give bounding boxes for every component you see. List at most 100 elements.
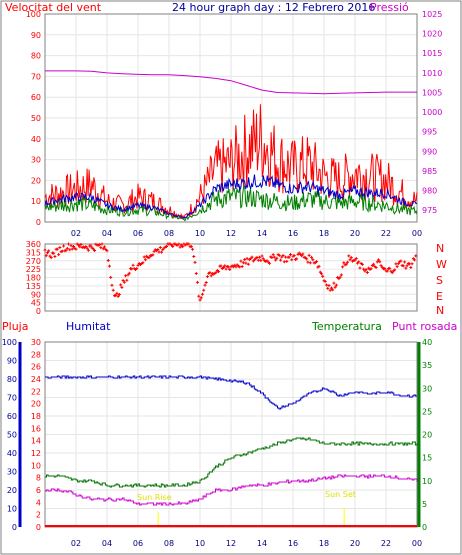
low-series-line xyxy=(45,375,417,410)
dir-point xyxy=(365,271,369,275)
dir-tick-label: 270 xyxy=(26,257,41,266)
dir-tick-label: 180 xyxy=(26,274,41,283)
dir-point xyxy=(280,255,284,259)
dir-point xyxy=(410,262,414,266)
wind-tick-label: 80 xyxy=(31,52,41,61)
dir-point xyxy=(122,280,126,284)
dir-point xyxy=(292,254,296,258)
temp-tick-label: 15 xyxy=(422,454,432,463)
humidity-tick-label: 100 xyxy=(2,338,17,347)
dir-point xyxy=(84,244,88,248)
dir-point xyxy=(115,291,119,295)
dir-point xyxy=(239,259,243,263)
sunrise-annotation: Sun Rise xyxy=(137,493,172,502)
dir-point xyxy=(101,247,105,251)
dir-point xyxy=(310,255,314,259)
dir-point xyxy=(120,285,124,289)
low-series-line xyxy=(45,474,418,506)
dir-point xyxy=(307,253,311,257)
humidity-tick-label: 80 xyxy=(7,375,17,384)
dir-point xyxy=(354,257,358,261)
dir-point xyxy=(258,255,262,259)
dir-point xyxy=(329,286,333,290)
top-x-tick-label: 02 xyxy=(71,229,81,238)
humidity-tick-label: 0 xyxy=(12,523,17,532)
dir-point xyxy=(297,251,301,255)
dir-point xyxy=(399,259,403,263)
dir-point xyxy=(78,245,82,249)
dir-point xyxy=(379,264,383,268)
dir-point xyxy=(62,244,66,248)
dir-point xyxy=(158,246,162,250)
dir-point xyxy=(344,262,348,266)
humidity-label: Humitat xyxy=(66,320,111,333)
top-x-tick-label: 10 xyxy=(195,229,205,238)
low-x-tick-label: 12 xyxy=(226,539,236,548)
wind-tick-label: 50 xyxy=(31,114,41,123)
dir-point xyxy=(270,256,274,260)
top-x-tick-label: 16 xyxy=(288,229,298,238)
pressure-tick-label: 990 xyxy=(422,147,437,156)
dir-point xyxy=(240,265,244,269)
top-x-tick-label: 08 xyxy=(164,229,174,238)
low-x-tick-label: 06 xyxy=(133,539,143,548)
dir-point xyxy=(315,260,319,264)
dir-point xyxy=(107,264,111,268)
dir-tick-label: 45 xyxy=(31,299,41,308)
dir-point xyxy=(277,253,281,257)
pressure-tick-label: 1010 xyxy=(422,69,442,78)
dir-point xyxy=(414,254,418,258)
dir-point xyxy=(125,278,129,282)
humidity-tick-label: 60 xyxy=(7,412,17,421)
low-series-line xyxy=(45,437,418,488)
dir-point xyxy=(260,254,264,258)
temperature-label: Temperatura xyxy=(311,320,382,333)
dir-point xyxy=(342,261,346,265)
dir-point xyxy=(339,273,343,277)
dir-point xyxy=(93,249,97,253)
dir-tick-label: 315 xyxy=(26,248,41,257)
dir-point xyxy=(43,248,47,252)
wind-tick-label: 0 xyxy=(36,218,41,227)
dir-point xyxy=(49,256,53,260)
temp-tick-label: 20 xyxy=(422,431,432,440)
low-x-tick-label: 10 xyxy=(195,539,205,548)
top-plot-frame xyxy=(44,13,418,223)
dir-point xyxy=(169,243,173,247)
dir-point xyxy=(349,256,353,260)
dir-point xyxy=(58,246,62,250)
humidity-tick-label: 30 xyxy=(7,468,17,477)
dir-tick-label: 90 xyxy=(31,290,41,299)
dir-point xyxy=(327,284,331,288)
dir-point xyxy=(214,270,218,274)
dir-point xyxy=(91,247,95,251)
dir-point xyxy=(377,258,381,262)
dir-point xyxy=(194,271,198,275)
humidity-temperature-chart: 0102030405060708090100024681012141618202… xyxy=(2,338,432,548)
low-x-tick-label: 04 xyxy=(102,539,112,548)
dir-point xyxy=(331,288,335,292)
wind-speed-label: Velocitat del vent xyxy=(5,1,102,14)
low-x-tick-label: 08 xyxy=(164,539,174,548)
dir-point xyxy=(305,257,309,261)
rain-tick-label: 8 xyxy=(36,474,41,483)
dir-point xyxy=(301,252,305,256)
rain-label: Pluja xyxy=(2,320,28,333)
temp-tick-label: 40 xyxy=(422,338,432,347)
dir-point xyxy=(89,244,93,248)
dir-point xyxy=(161,248,165,252)
dir-point xyxy=(403,260,407,264)
dir-point xyxy=(320,272,324,276)
dir-point xyxy=(219,264,223,268)
dir-point xyxy=(70,247,74,251)
wind-tick-label: 10 xyxy=(31,197,41,206)
dir-point xyxy=(45,251,49,255)
wind-series-line xyxy=(44,104,418,220)
temp-tick-label: 30 xyxy=(422,384,432,393)
dir-point xyxy=(55,247,59,251)
dir-point xyxy=(53,255,57,259)
dir-point xyxy=(86,248,90,252)
wind-tick-label: 70 xyxy=(31,72,41,81)
temp-tick-label: 25 xyxy=(422,407,432,416)
wind-tick-label: 20 xyxy=(31,176,41,185)
